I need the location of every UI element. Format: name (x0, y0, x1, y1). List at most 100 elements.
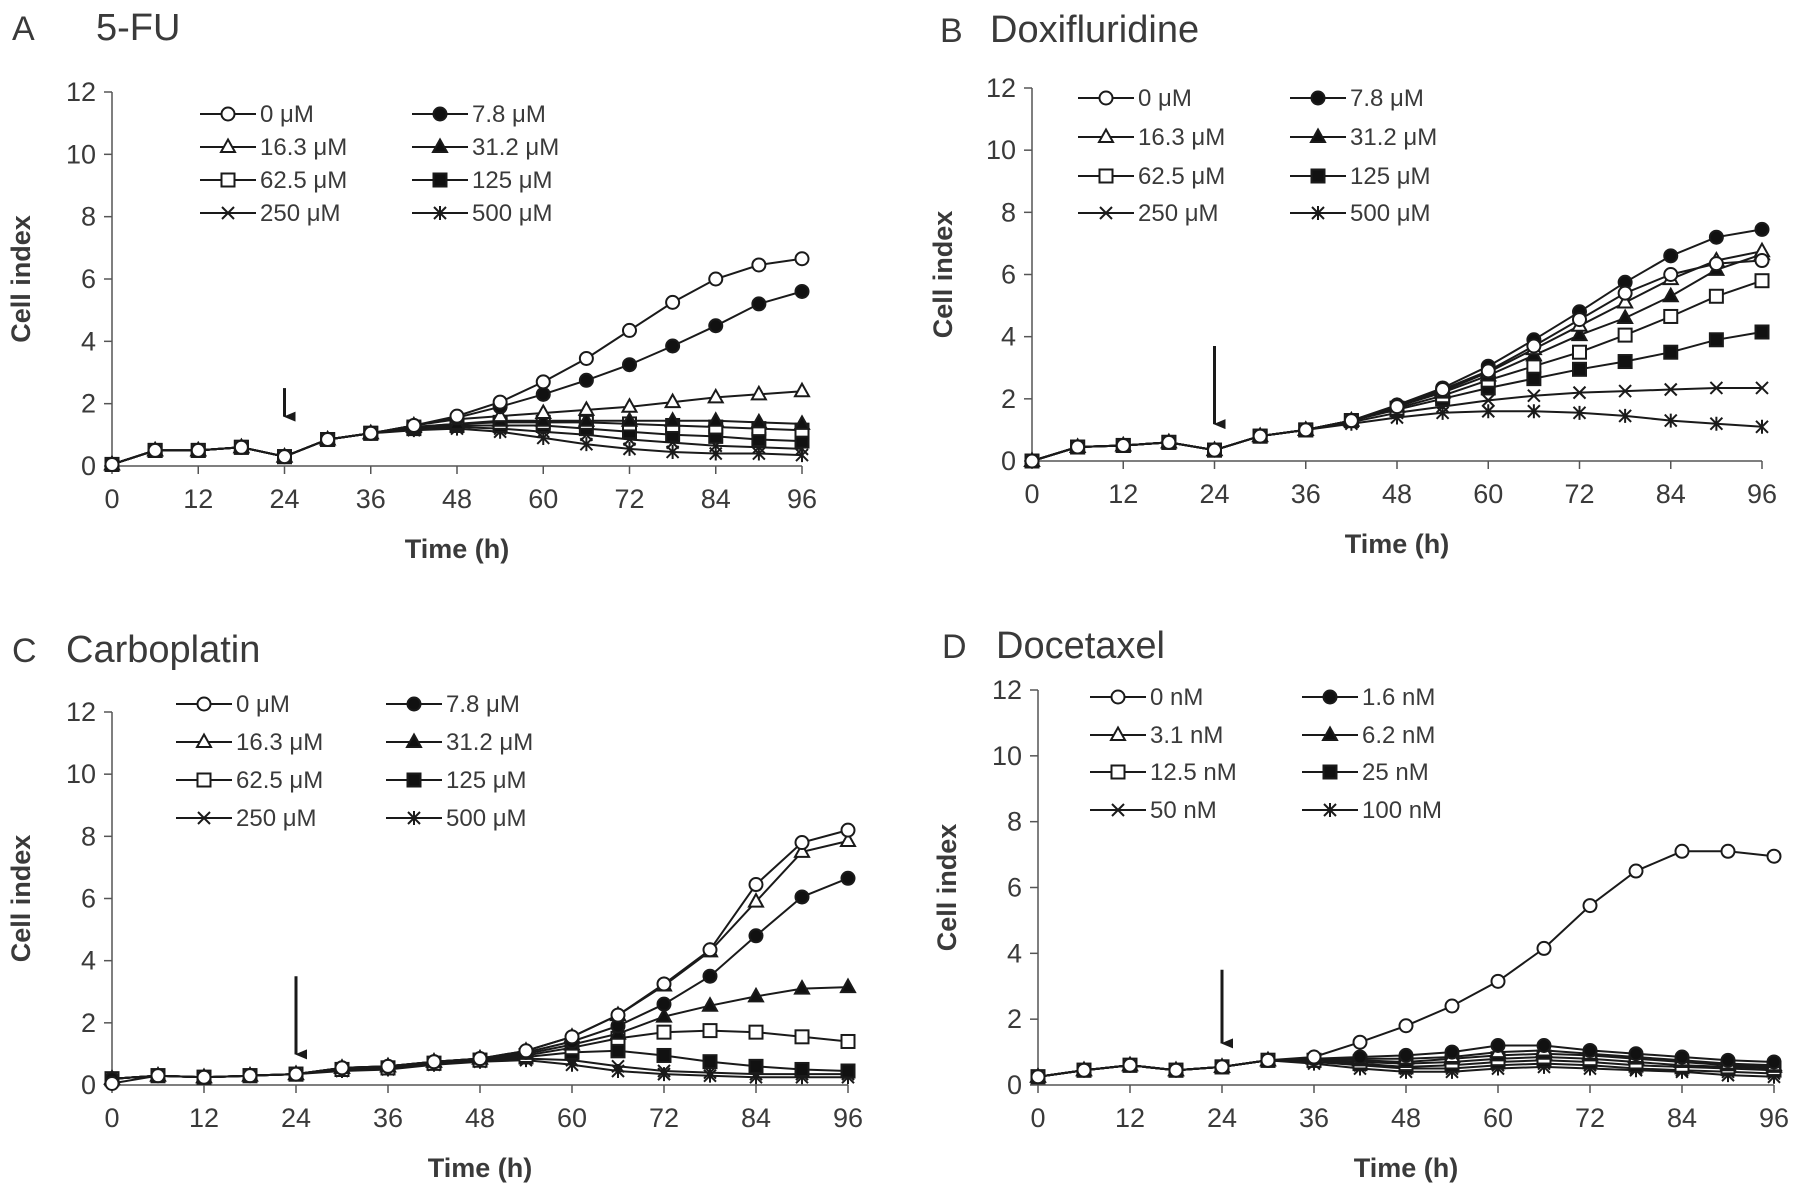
legend-label: 0 μM (260, 101, 314, 128)
data-point (1526, 338, 1542, 354)
legend-item: 25 nM (1302, 759, 1429, 786)
data-point (1708, 229, 1724, 245)
series (1024, 253, 1770, 469)
legend-item: 500 μM (412, 200, 553, 227)
x-tick-label: 84 (701, 484, 731, 514)
data-point (1708, 288, 1724, 304)
data-point (839, 977, 857, 994)
data-point (1389, 399, 1405, 415)
data-point (1252, 428, 1268, 444)
data-point (1343, 413, 1359, 429)
legend-label: 100 nM (1362, 797, 1442, 824)
panel-title: Carboplatin (66, 629, 260, 671)
legend-item: 7.8 μM (386, 691, 520, 718)
legend-item: 500 μM (386, 805, 527, 832)
x-tick-label: 12 (1108, 479, 1138, 509)
legend: 0 nM 1.6 nM 3.1 nM 6.2 nM 12.5 nM 25 nM 50 nM 1… (1090, 684, 1442, 824)
data-point (1481, 393, 1495, 408)
panel-title: 5-FU (96, 7, 180, 49)
panel-letter: C (12, 632, 37, 670)
y-axis-title: Cell index (6, 835, 36, 963)
data-point (794, 889, 810, 905)
y-tick-label: 10 (992, 741, 1022, 771)
y-tick-label: 4 (81, 326, 96, 356)
data-point (1435, 405, 1450, 420)
data-point (1628, 1046, 1644, 1062)
data-point (793, 414, 811, 430)
x-tick-label: 0 (104, 484, 119, 514)
x-tick-label: 36 (1299, 1103, 1329, 1133)
data-point (794, 835, 810, 851)
legend-label: 125 μM (446, 767, 527, 794)
legend-marker (407, 811, 421, 825)
data-point (1766, 1054, 1782, 1070)
legend: 0 μM 7.8 μM 16.3 μM 31.2 μM 62.5 μM 125 μM 250… (176, 691, 533, 832)
data-point (610, 1007, 626, 1023)
legend-item: 0 μM (200, 101, 314, 128)
y-tick-label: 0 (1007, 1070, 1022, 1100)
legend-item: 250 μM (176, 805, 317, 832)
data-point (1674, 843, 1690, 859)
data-point (611, 1059, 625, 1074)
panel-letter: B (940, 12, 963, 50)
legend-item: 50 nM (1090, 797, 1217, 824)
legend-item: 7.8 μM (1290, 85, 1424, 112)
series-line (1037, 850, 1775, 1078)
x-tick-label: 36 (1291, 479, 1321, 509)
legend-label: 50 nM (1150, 797, 1217, 824)
data-point (793, 381, 811, 398)
data-point (656, 1024, 672, 1040)
x-tick-label: 48 (1382, 479, 1412, 509)
data-point (1527, 389, 1541, 403)
y-tick-label: 2 (81, 389, 96, 419)
x-tick-label: 48 (1391, 1103, 1421, 1133)
data-point (1444, 1044, 1460, 1060)
legend-item: 100 nM (1302, 797, 1442, 824)
series (104, 251, 810, 472)
x-tick-label: 36 (356, 484, 386, 514)
x-tick-label: 0 (1024, 479, 1039, 509)
y-tick-label: 6 (81, 884, 96, 914)
data-point (1628, 863, 1644, 879)
data-point (147, 442, 163, 458)
data-point (1572, 312, 1587, 328)
x-tick-label: 12 (189, 1103, 219, 1133)
data-point (1490, 1038, 1506, 1053)
legend-label: 0 μM (1138, 85, 1192, 112)
data-point (233, 439, 249, 455)
data-point (620, 411, 639, 427)
data-point (104, 1075, 120, 1091)
series-line (111, 840, 849, 1080)
data-point (1617, 354, 1633, 370)
y-tick-label: 6 (1007, 873, 1022, 903)
data-point (748, 877, 764, 893)
data-point (380, 1058, 396, 1074)
data-point (795, 448, 809, 463)
data-point (794, 1061, 810, 1077)
data-point (1536, 940, 1552, 956)
data-point (748, 1058, 764, 1074)
data-point (702, 968, 718, 984)
data-point (794, 1029, 810, 1045)
x-tick-label: 72 (649, 1103, 679, 1133)
legend-marker (1309, 127, 1327, 143)
legend-item: 31.2 μM (1290, 124, 1437, 151)
data-point (747, 892, 765, 908)
data-point (657, 1064, 671, 1078)
data-point (1708, 332, 1724, 348)
legend-marker (1099, 206, 1113, 220)
data-point (1754, 273, 1770, 289)
data-point (748, 1024, 764, 1040)
legend-label: 250 μM (236, 805, 317, 832)
data-point (1527, 404, 1541, 419)
y-tick-label: 10 (986, 135, 1016, 165)
data-point (839, 831, 857, 847)
data-point (1618, 384, 1632, 398)
data-point (750, 384, 768, 401)
data-point (1755, 381, 1769, 395)
legend-marker (220, 106, 236, 122)
x-axis-title: Time (h) (428, 1153, 533, 1183)
data-point (1766, 848, 1782, 864)
